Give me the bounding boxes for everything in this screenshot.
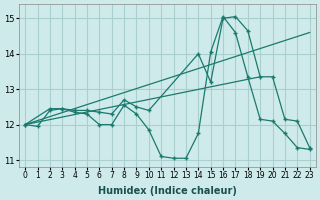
X-axis label: Humidex (Indice chaleur): Humidex (Indice chaleur) [98,186,237,196]
